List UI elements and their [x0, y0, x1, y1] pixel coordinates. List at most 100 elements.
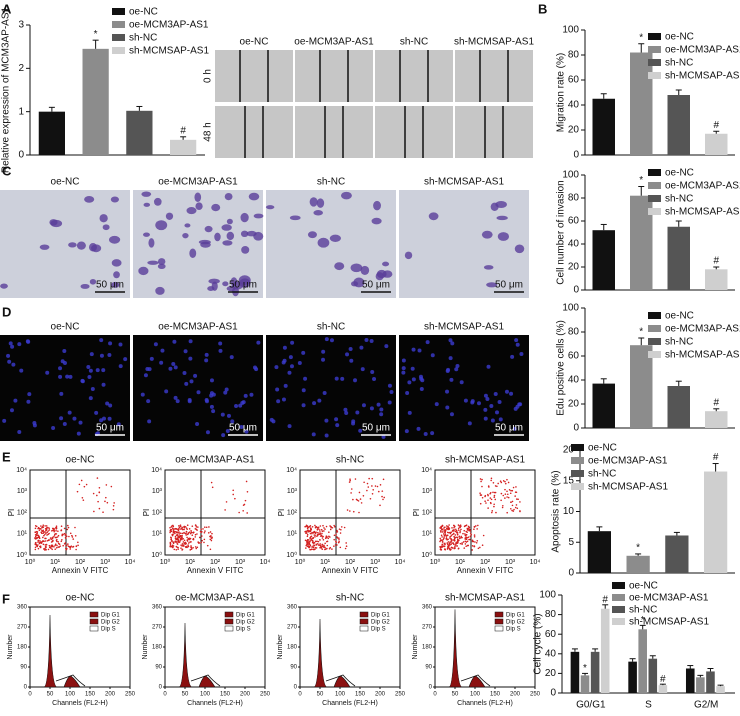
event: [96, 477, 99, 479]
event: [192, 532, 195, 534]
cell: [84, 195, 95, 203]
event: [454, 534, 457, 536]
cell: [411, 347, 416, 352]
event: [464, 525, 466, 527]
y-tick-label: 2: [18, 63, 24, 74]
scratch-image: [455, 50, 533, 102]
cell: [490, 418, 495, 423]
event: [343, 526, 346, 529]
event: [456, 531, 459, 534]
cell: [39, 244, 50, 250]
event: [306, 543, 308, 546]
event: [490, 498, 493, 501]
event: [440, 549, 443, 551]
cell: [419, 386, 424, 391]
event: [462, 532, 464, 535]
event: [187, 538, 190, 541]
event: [48, 529, 51, 531]
flow-tick-label: 10¹: [455, 559, 466, 566]
cell: [401, 358, 406, 363]
event: [67, 526, 70, 529]
event: [183, 539, 186, 542]
event: [379, 504, 381, 507]
cell: [211, 409, 216, 414]
event: [446, 531, 449, 534]
scale-label: 50 μm: [495, 280, 523, 291]
event: [173, 548, 176, 551]
event: [41, 526, 43, 529]
bar: [570, 651, 580, 693]
event: [47, 539, 50, 542]
cell: [59, 391, 64, 396]
y-tick-label: 20: [563, 445, 575, 456]
event: [372, 489, 375, 491]
cell: [72, 416, 77, 421]
cell: [218, 348, 223, 353]
event: [441, 539, 443, 542]
event: [466, 540, 469, 543]
event: [479, 478, 482, 480]
column-label: sh-NC: [317, 177, 345, 188]
event: [466, 527, 469, 530]
bar: [587, 531, 611, 573]
event: [502, 504, 504, 507]
cell: [341, 191, 352, 200]
event: [317, 531, 319, 534]
flow-tick-label: 10⁰: [25, 558, 36, 566]
cell: [27, 392, 32, 397]
legend-swatch: [612, 594, 625, 601]
legend-swatch: [224, 611, 234, 618]
event: [328, 535, 330, 538]
event: [457, 547, 460, 550]
event: [481, 485, 483, 488]
legend-label: oe-NC: [665, 168, 694, 179]
event: [507, 481, 510, 484]
event: [200, 541, 203, 544]
event: [200, 531, 203, 533]
cell: [184, 223, 191, 228]
event: [74, 534, 77, 537]
cell: [67, 410, 72, 415]
cell: [514, 338, 519, 343]
y-tick-label: 100: [562, 170, 579, 181]
event: [201, 539, 203, 542]
bar: [667, 386, 690, 428]
g1-peak: [313, 618, 328, 688]
cell: [434, 402, 439, 407]
legend-label: Dip S: [371, 627, 386, 633]
event: [477, 547, 480, 550]
event: [55, 528, 58, 530]
cell: [329, 234, 341, 242]
hist-xlabel: Channels (FL2-H): [187, 700, 243, 707]
cell: [225, 428, 230, 433]
flow-tick-label: 10¹: [50, 559, 61, 566]
cell: [489, 403, 494, 408]
event: [38, 527, 41, 530]
event: [196, 533, 198, 535]
cell: [102, 416, 107, 421]
cell: [476, 401, 481, 406]
bar: [648, 658, 658, 693]
cell: [349, 358, 354, 363]
event: [177, 528, 180, 530]
event: [456, 545, 458, 547]
column-label: oe-MCM3AP-AS1: [294, 37, 374, 48]
event: [321, 546, 323, 548]
event: [105, 496, 107, 499]
event: [42, 536, 44, 539]
annotation: *: [639, 32, 643, 43]
y-tick-label: 100: [562, 25, 579, 36]
event: [191, 534, 194, 537]
event: [71, 534, 73, 537]
legend-swatch: [648, 325, 661, 332]
event: [514, 495, 516, 497]
event: [194, 533, 197, 536]
cell: [173, 395, 178, 400]
hist-tick-label: 100: [200, 692, 211, 698]
cell: [226, 231, 235, 241]
event: [306, 533, 309, 536]
y-tick-label: 20: [568, 399, 580, 410]
event: [41, 530, 44, 532]
cell: [9, 408, 14, 413]
